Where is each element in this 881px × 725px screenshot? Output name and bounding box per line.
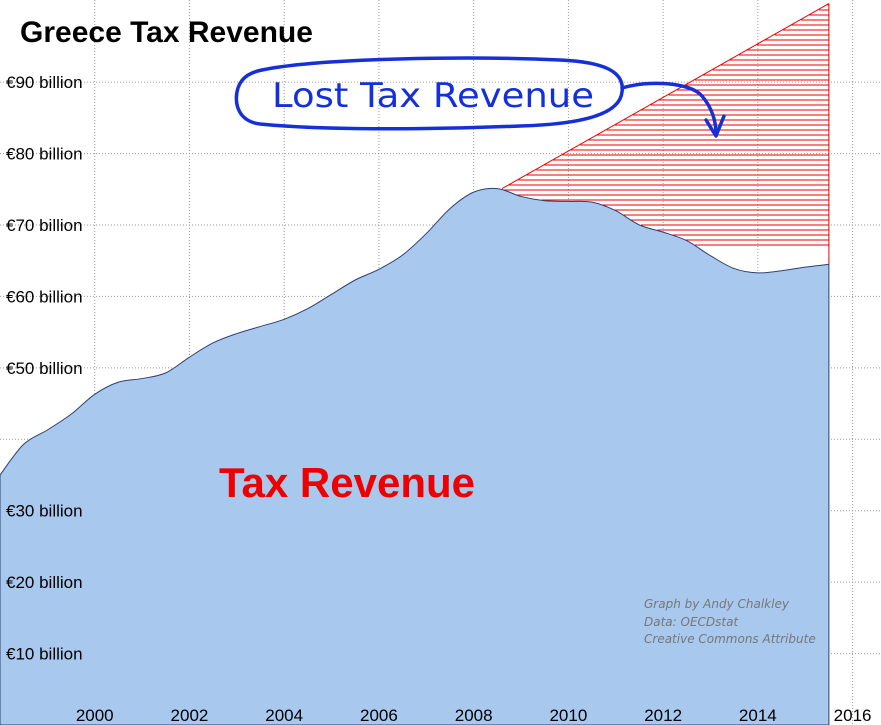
y-tick-label: €10 billion xyxy=(6,645,83,664)
x-tick-label: 2016 xyxy=(834,706,872,725)
x-axis-ticks: 2000 2002 2004 2006 2008 2010 2012 2014 2016 xyxy=(76,706,872,725)
chart-title: Greece Tax Revenue xyxy=(20,16,313,49)
x-tick-label: 2004 xyxy=(265,706,303,725)
credit-data-source: Data: OECDstat xyxy=(644,615,739,629)
x-tick-label: 2006 xyxy=(360,706,398,725)
x-tick-label: 2002 xyxy=(171,706,209,725)
x-tick-label: 2008 xyxy=(455,706,493,725)
y-tick-label: €20 billion xyxy=(6,573,83,592)
y-tick-label: €50 billion xyxy=(6,359,83,378)
y-tick-label: €80 billion xyxy=(6,145,83,164)
x-tick-label: 2000 xyxy=(76,706,114,725)
tax-revenue-label: Tax Revenue xyxy=(219,459,475,506)
y-tick-label: €70 billion xyxy=(6,216,83,235)
y-tick-label: €60 billion xyxy=(6,287,83,306)
x-tick-label: 2014 xyxy=(739,706,777,725)
x-tick-label: 2012 xyxy=(644,706,682,725)
credit-license: Creative Commons Attribute xyxy=(644,632,816,646)
x-tick-label: 2010 xyxy=(549,706,587,725)
y-tick-label: €30 billion xyxy=(6,502,83,521)
lost-revenue-label: Lost Tax Revenue xyxy=(272,76,594,116)
credit-author: Graph by Andy Chalkley xyxy=(644,597,790,611)
y-tick-label: €90 billion xyxy=(6,73,83,92)
y-axis-ticks: €10 billion €20 billion €30 billion €50 bil… xyxy=(6,73,83,663)
